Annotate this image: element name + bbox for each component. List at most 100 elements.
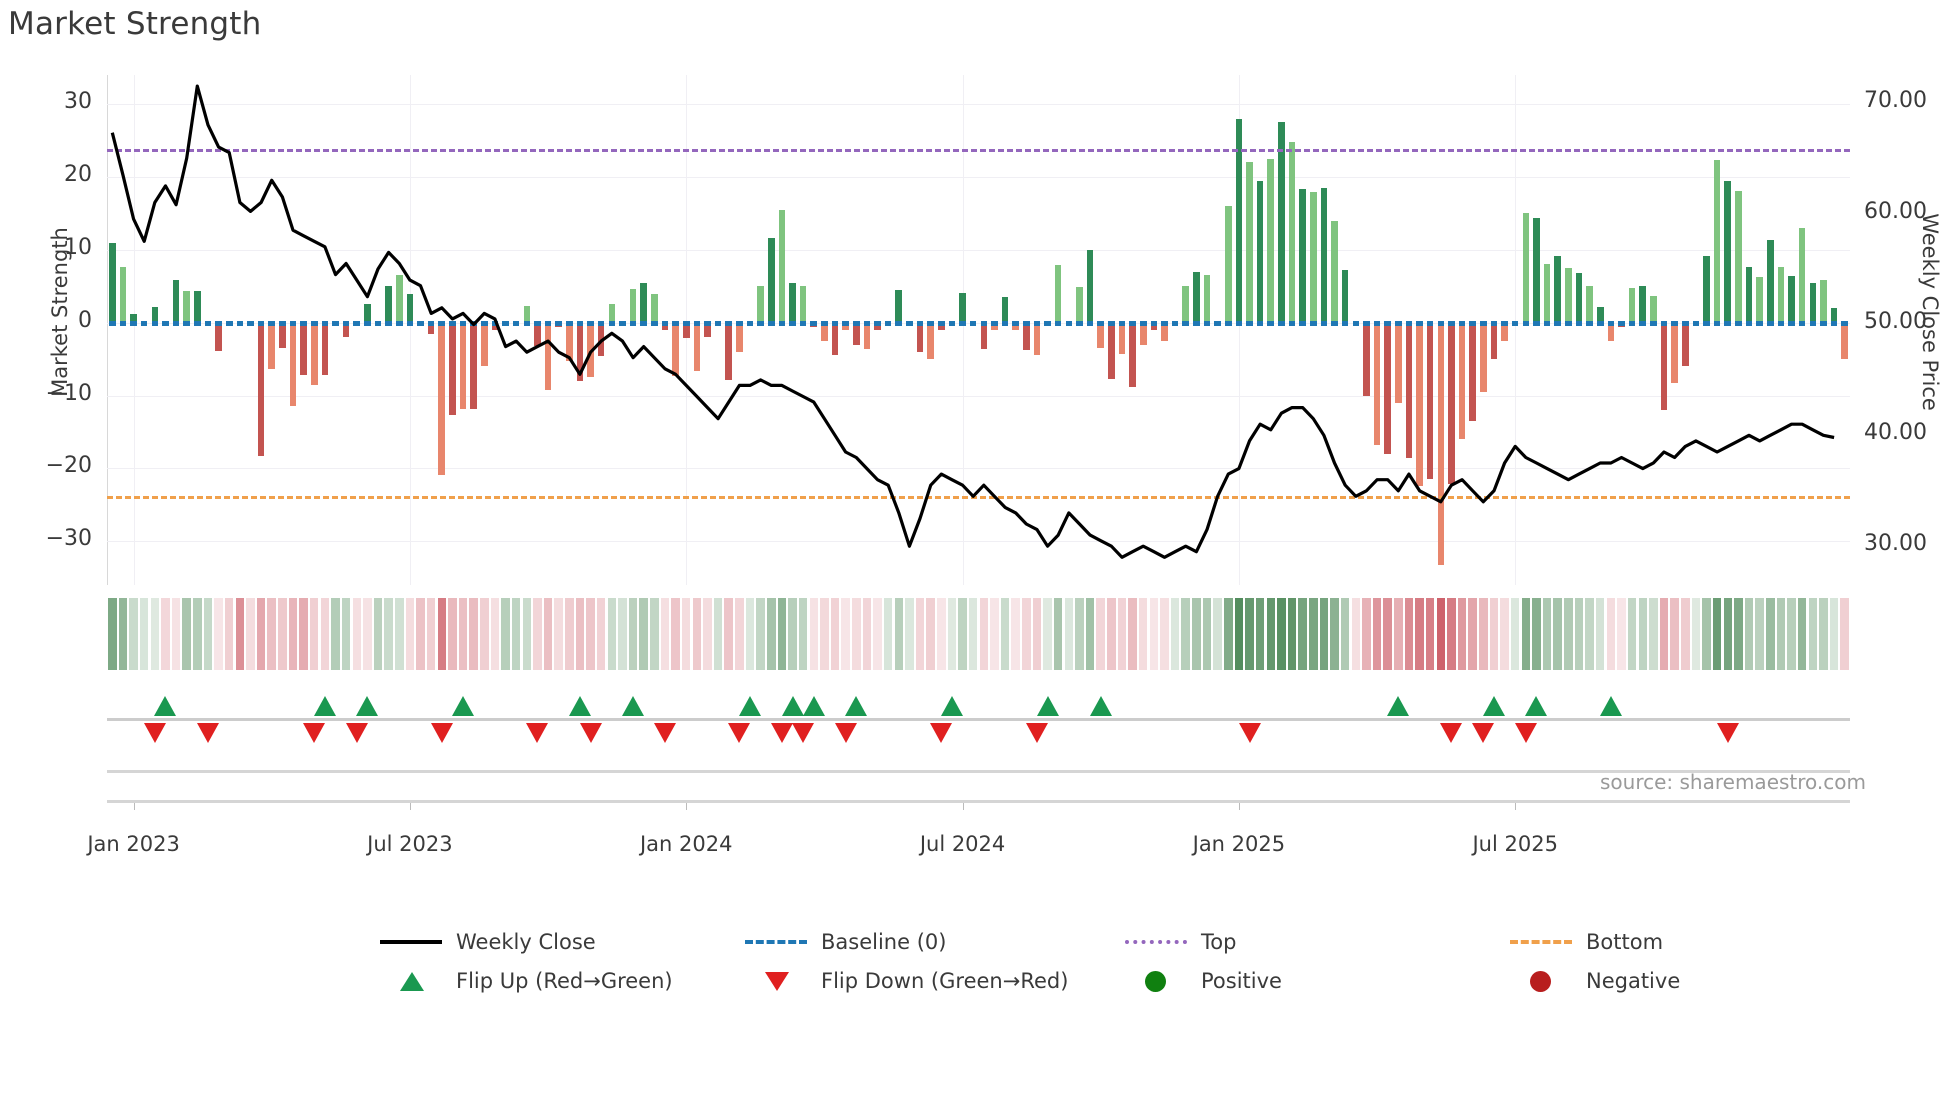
heat-cell	[426, 598, 436, 670]
bar-positive	[1565, 268, 1572, 323]
gridline-horizontal	[107, 104, 1850, 106]
baseline-segment	[1469, 320, 1476, 326]
baseline-segment	[502, 320, 509, 326]
heat-cell	[1776, 598, 1786, 670]
baseline-segment	[1480, 320, 1487, 326]
bar-negative	[1448, 322, 1455, 485]
bar-positive	[651, 294, 658, 323]
gridline-vertical	[1515, 75, 1517, 585]
baseline-segment	[1118, 320, 1126, 326]
bar-negative	[438, 322, 446, 475]
legend-label: Negative	[1586, 969, 1681, 993]
baseline-segment	[1299, 320, 1306, 326]
heat-cell	[395, 598, 404, 670]
heat-cell	[660, 598, 670, 670]
baseline-segment	[1320, 320, 1328, 326]
heat-cell	[1638, 598, 1647, 670]
bar-positive	[1086, 249, 1094, 323]
legend-item[interactable]: Baseline (0)	[745, 930, 946, 954]
bar-positive	[1256, 180, 1264, 323]
baseline-segment	[789, 320, 796, 326]
y-tick-right: 60.00	[1864, 198, 1927, 224]
bar-positive	[1596, 307, 1604, 323]
legend-item[interactable]: Bottom	[1510, 930, 1663, 954]
legend-item[interactable]: Top	[1125, 930, 1236, 954]
legend-item[interactable]: Flip Up (Red→Green)	[380, 969, 673, 993]
heat-cell	[947, 598, 957, 670]
bar-positive	[1246, 162, 1253, 323]
heat-cell	[1170, 598, 1180, 670]
bar-negative	[215, 322, 222, 352]
baseline-segment	[1352, 320, 1360, 326]
baseline-segment	[1437, 320, 1445, 326]
heat-cell	[511, 598, 521, 670]
heat-cell	[1564, 598, 1573, 670]
heat-cell	[1468, 598, 1477, 670]
bar-negative	[470, 322, 477, 410]
bar-negative	[1108, 322, 1115, 379]
baseline-segment	[736, 320, 743, 326]
heat-cell	[1372, 598, 1382, 670]
source-credit: source: sharemaestro.com	[1600, 770, 1866, 794]
baseline-segment	[364, 320, 371, 326]
heat-cell	[1022, 598, 1031, 670]
baseline-segment	[481, 320, 488, 326]
heat-cell	[405, 598, 415, 670]
bar-negative	[927, 322, 934, 360]
bar-positive	[1543, 264, 1551, 323]
baseline-segment	[608, 320, 616, 326]
bar-positive	[1777, 267, 1785, 323]
heat-cell	[788, 598, 797, 670]
baseline-segment	[1586, 320, 1593, 326]
heat-cell	[129, 598, 138, 670]
x-tick-mark	[1515, 800, 1517, 810]
legend-item[interactable]: Negative	[1510, 969, 1680, 993]
baseline-segment	[821, 320, 828, 326]
baseline-segment	[1448, 320, 1455, 326]
legend-item[interactable]: Positive	[1125, 969, 1282, 993]
baseline-segment	[236, 320, 244, 326]
bar-positive	[608, 303, 616, 323]
baseline-segment	[225, 320, 233, 326]
baseline-segment	[746, 320, 754, 326]
bar-positive	[1745, 266, 1753, 323]
heat-cell	[1840, 598, 1849, 670]
bar-negative	[1395, 322, 1402, 403]
baseline-segment	[300, 320, 307, 326]
heat-cell	[267, 598, 276, 670]
heat-cell	[1255, 598, 1265, 670]
baseline-segment	[172, 320, 180, 326]
baseline-segment	[1256, 320, 1264, 326]
heat-cell	[1138, 598, 1148, 670]
heat-cell	[1181, 598, 1190, 670]
baseline-segment	[417, 320, 424, 326]
heat-cell	[873, 598, 882, 670]
baseline-segment	[1533, 320, 1540, 326]
baseline-segment	[1490, 320, 1498, 326]
bar-negative	[1437, 322, 1445, 565]
baseline-segment	[438, 320, 446, 326]
baseline-segment	[1841, 320, 1848, 326]
heat-cell	[1659, 598, 1669, 670]
legend-label: Weekly Close	[456, 930, 596, 954]
heat-cell	[628, 598, 638, 670]
bar-negative	[1660, 322, 1668, 411]
baseline-segment	[406, 320, 414, 326]
bar-positive	[1193, 271, 1200, 323]
flip-baseline	[107, 718, 1850, 721]
baseline-segment	[1384, 320, 1391, 326]
legend-item[interactable]: Flip Down (Green→Red)	[745, 969, 1068, 993]
heat-cell	[437, 598, 447, 670]
bar-positive	[1288, 142, 1296, 323]
heat-cell	[1224, 598, 1233, 670]
baseline-segment	[151, 320, 159, 326]
baseline-segment	[566, 320, 573, 326]
bar-negative	[1841, 322, 1848, 360]
bar-positive	[1830, 308, 1838, 323]
bar-positive	[629, 289, 637, 323]
bar-negative	[459, 322, 467, 409]
x-tick-mark	[686, 800, 688, 810]
heat-cell	[1415, 598, 1424, 670]
baseline-segment	[512, 320, 520, 326]
legend-item[interactable]: Weekly Close	[380, 930, 596, 954]
